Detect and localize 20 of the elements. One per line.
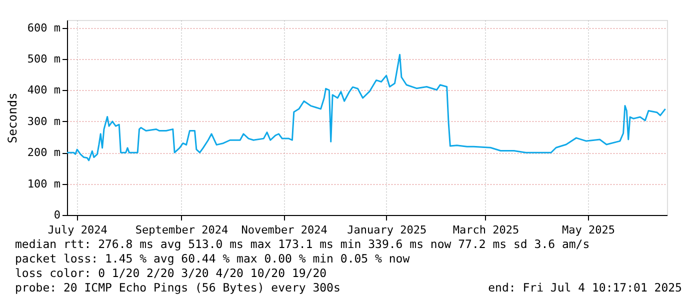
y-tick-label: 200 m [27, 146, 61, 160]
y-tick-label: 600 m [27, 21, 61, 34]
y-axis-title: Seconds [5, 92, 20, 144]
x-tick-label: January 2025 [347, 224, 427, 236]
y-tick-label: 0 [54, 208, 60, 222]
x-tick-label: September 2024 [135, 224, 229, 236]
text: loss color: 0 1/20 2/20 3/20 4/20 10/20 19/20 [15, 266, 327, 280]
text: median rtt: 276.8 ms avg 513.0 ms max 173.1 ms min 339.6 ms now 77.2 ms sd 3.6 am/s [15, 237, 590, 251]
y-tick-label: 500 m [27, 52, 61, 66]
y-tick-label: 400 m [27, 84, 61, 97]
y-tick-label: 300 m [27, 114, 61, 128]
y-tick-label: 100 m [27, 177, 61, 190]
x-tick-label: March 2025 [452, 224, 520, 236]
text: end: Fri Jul 4 10:17:01 2025 [488, 280, 682, 294]
text: packet loss: 1.45 % avg 60.44 % max 0.00 % min 0.05 % now [15, 252, 410, 266]
line-series [66, 54, 666, 162]
text: probe: 20 ICMP Echo Pings (56 Bytes) every 300s [15, 280, 340, 294]
x-tick-label: November 2024 [241, 224, 328, 236]
x-tick-label: May 2025 [562, 224, 615, 236]
x-tick-label: July 2024 [48, 224, 108, 236]
